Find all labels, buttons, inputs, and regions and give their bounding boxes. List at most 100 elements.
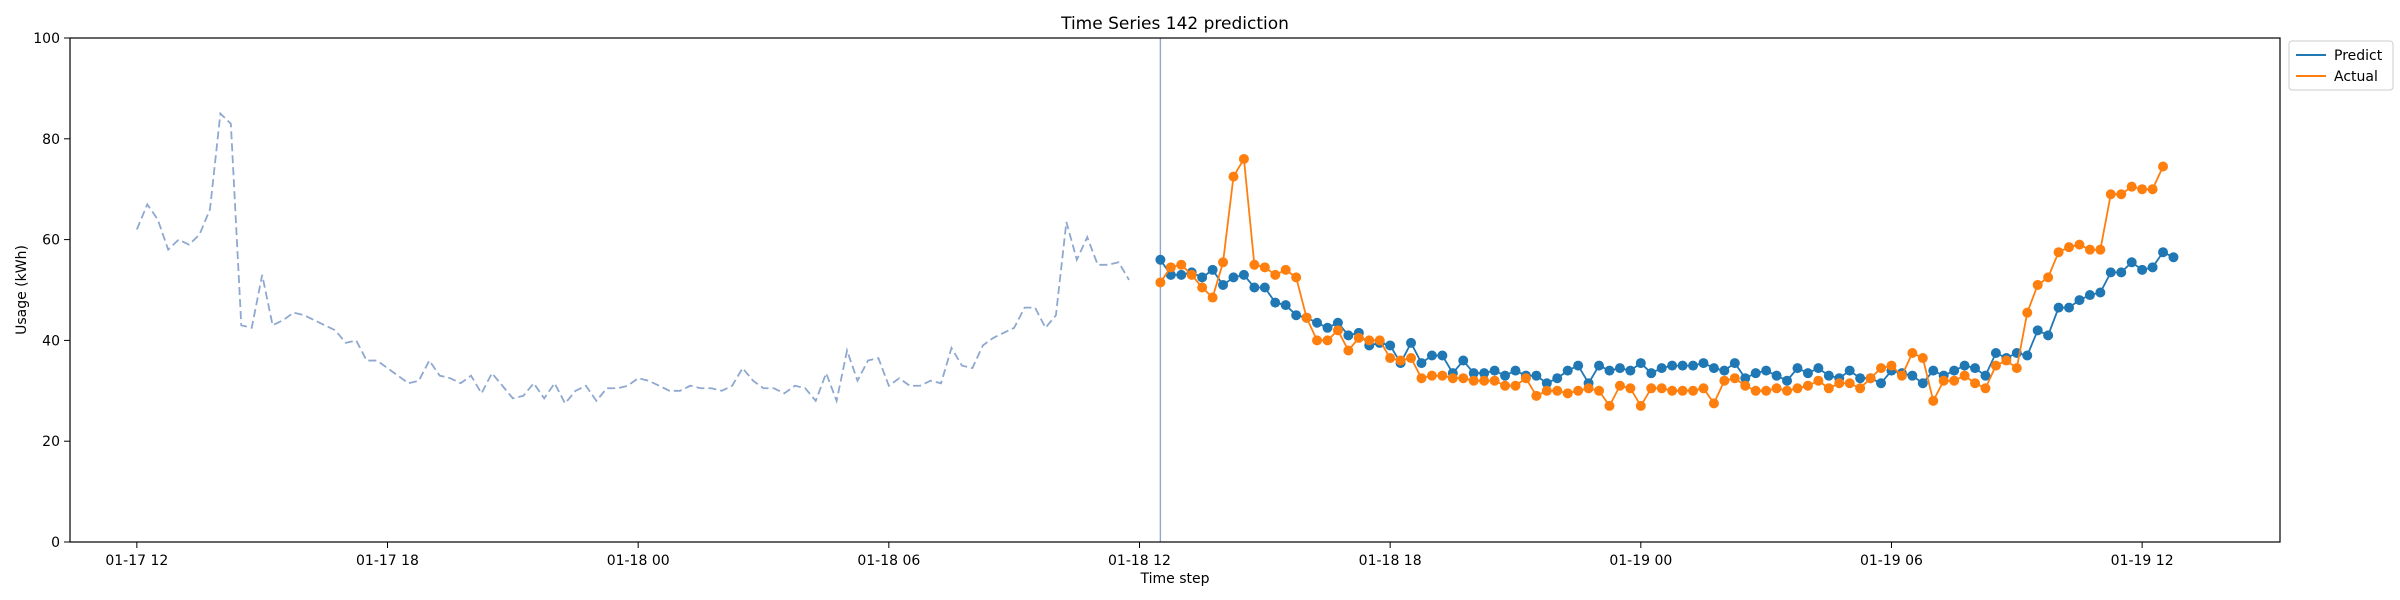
data-point-predict: [1708, 363, 1719, 374]
data-point-actual: [1218, 257, 1229, 268]
data-point-actual: [1416, 373, 1427, 384]
data-point-actual: [1583, 383, 1594, 394]
data-point-actual: [1197, 282, 1208, 293]
data-point-actual: [1698, 383, 1709, 394]
x-tick-label: 01-18 18: [1359, 553, 1422, 569]
data-point-actual: [1165, 262, 1176, 273]
data-point-predict: [1917, 378, 1928, 389]
data-point-actual: [1207, 292, 1218, 303]
data-point-predict: [1635, 358, 1646, 369]
data-point-actual: [1646, 383, 1657, 394]
data-point-actual: [2022, 307, 2033, 318]
data-point-actual: [2158, 161, 2169, 172]
data-point-actual: [1520, 373, 1531, 384]
data-point-predict: [1249, 282, 1260, 293]
data-point-predict: [1312, 317, 1323, 328]
axes: 0 20 40 60 80 100 01-17 12 01-17 18 01-18 00 01-1…: [33, 31, 2173, 569]
data-point-actual: [1802, 380, 1813, 391]
data-point-predict: [1426, 350, 1437, 361]
data-point-predict: [1332, 317, 1343, 328]
data-point-actual: [1426, 370, 1437, 381]
data-point-actual: [1928, 395, 1939, 406]
data-point-actual: [1479, 375, 1490, 386]
data-point-predict: [1468, 368, 1479, 379]
data-point-actual: [2043, 272, 2054, 283]
data-point-actual: [1959, 370, 1970, 381]
data-point-actual: [1865, 373, 1876, 384]
data-point-predict: [2158, 247, 2169, 258]
x-tick-label: 01-19 06: [1860, 553, 1923, 569]
data-point-actual: [1949, 375, 1960, 386]
data-point-actual: [1761, 385, 1772, 396]
data-point-predict: [1594, 360, 1605, 371]
data-point-predict: [1813, 363, 1824, 374]
y-tick-label: 100: [33, 31, 60, 47]
data-point-actual: [1614, 380, 1625, 391]
data-point-actual: [1552, 385, 1563, 396]
data-point-predict: [2074, 295, 2085, 306]
data-point-predict: [1959, 360, 1970, 371]
data-point-predict: [1970, 363, 1981, 374]
data-point-actual: [1573, 385, 1584, 396]
data-point-predict: [1907, 370, 1918, 381]
data-point-predict: [1625, 365, 1636, 376]
data-point-predict: [1437, 350, 1448, 361]
data-point-actual: [1510, 380, 1521, 391]
data-point-predict: [1207, 264, 1218, 275]
data-point-actual: [1280, 264, 1291, 275]
data-point-actual: [1708, 398, 1719, 409]
data-point-actual: [1813, 375, 1824, 386]
data-point-predict: [1792, 363, 1803, 374]
data-point-predict: [1750, 368, 1761, 379]
data-point-actual: [1896, 370, 1907, 381]
data-point-predict: [1688, 360, 1699, 371]
data-point-actual: [1270, 269, 1281, 280]
data-point-predict: [1552, 373, 1563, 384]
data-point-predict: [1176, 269, 1187, 280]
data-point-predict: [1197, 272, 1208, 283]
data-point-predict: [1614, 363, 1625, 374]
data-point-predict: [1990, 348, 2001, 358]
data-point-actual: [2105, 189, 2116, 200]
data-point-actual: [1312, 335, 1323, 346]
data-point-actual: [1823, 383, 1834, 394]
data-point-actual: [1938, 375, 1949, 386]
data-point-actual: [1876, 363, 1887, 374]
data-point-actual: [1155, 277, 1166, 288]
data-point-actual: [2064, 242, 2075, 253]
data-point-predict: [2095, 287, 2106, 298]
data-point-predict: [1343, 330, 1354, 341]
data-point-actual: [1729, 373, 1740, 384]
x-tick-label: 01-17 12: [105, 553, 168, 569]
legend-label-actual: Actual: [2334, 69, 2378, 85]
legend-label-predict: Predict: [2334, 48, 2383, 64]
data-point-predict: [2053, 302, 2064, 313]
data-point-actual: [1531, 390, 1542, 401]
data-point-actual: [2074, 239, 2085, 250]
data-point-actual: [1395, 355, 1406, 366]
data-point-predict: [1782, 375, 1793, 386]
data-point-actual: [1238, 153, 1249, 164]
data-point-actual: [1771, 383, 1782, 394]
data-point-predict: [1270, 297, 1281, 308]
y-tick-label: 60: [42, 233, 60, 249]
data-point-predict: [2022, 350, 2033, 361]
chart-title: Time Series 142 prediction: [1060, 14, 1289, 34]
data-point-predict: [1489, 365, 1500, 376]
data-point-actual: [1688, 385, 1699, 396]
data-point-actual: [1343, 345, 1354, 356]
x-tick-label: 01-17 18: [356, 553, 419, 569]
data-point-actual: [1740, 380, 1751, 391]
data-point-predict: [1416, 358, 1427, 369]
data-point-actual: [1970, 378, 1981, 389]
legend: Predict Actual: [2288, 40, 2394, 91]
data-point-predict: [2147, 262, 2158, 273]
data-point-actual: [1228, 171, 1239, 182]
x-axis-title: Time step: [1140, 571, 1210, 587]
data-point-predict: [1876, 378, 1887, 389]
data-point-actual: [1980, 383, 1991, 394]
data-point-actual: [2147, 184, 2158, 195]
data-point-predict: [1698, 358, 1709, 369]
y-tick-label: 0: [51, 535, 60, 551]
data-point-actual: [2137, 184, 2148, 195]
